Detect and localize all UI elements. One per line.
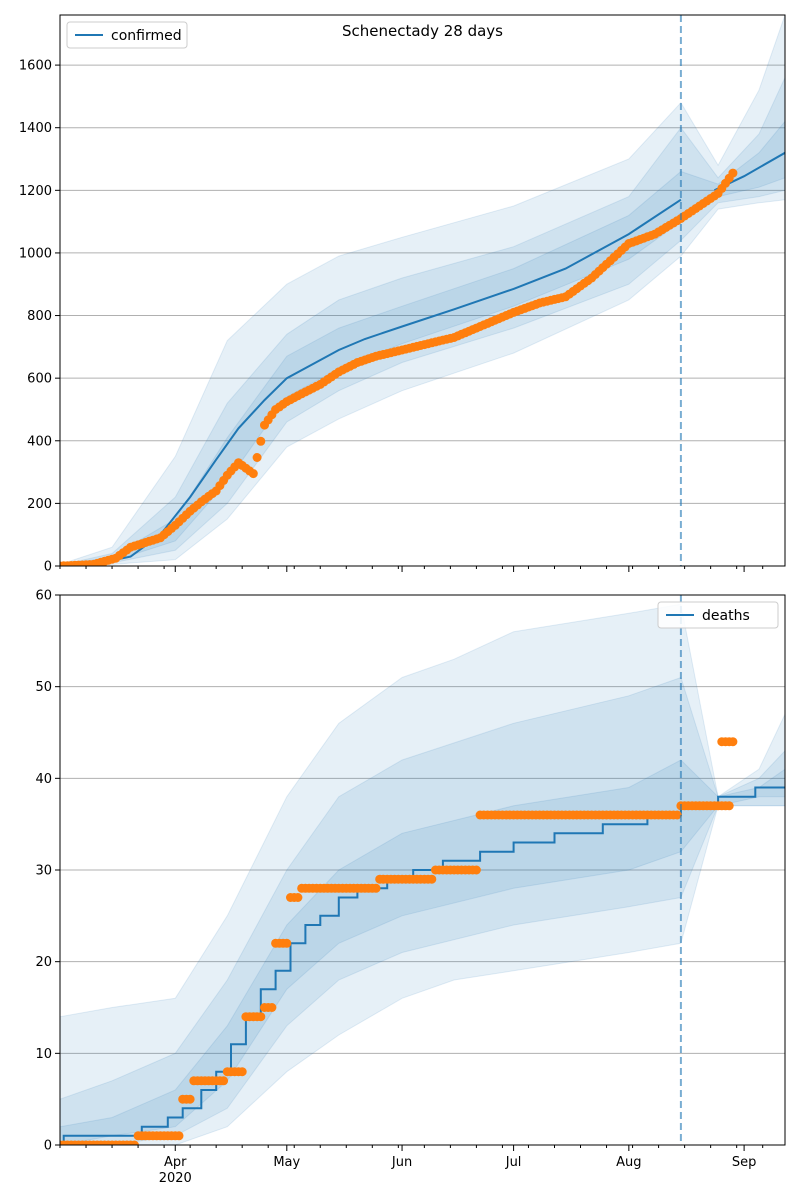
chart-1-band-inner [60,759,785,1145]
chart-1-ytick-label: 10 [35,1047,52,1062]
chart-1-point [672,810,682,820]
chart-0-ytick-label: 400 [27,434,52,449]
chart-0-axes-frame [59,14,786,567]
chart-1-point [293,893,303,902]
chart-1-xtick-label: Jul [505,1155,522,1170]
chart-1-xtick-label: May [273,1155,300,1170]
chart-0-ytick-label: 200 [27,497,52,512]
chart-1-point [267,1003,277,1012]
chart-1-point [427,874,437,884]
chart-1-legend: deaths [657,601,779,629]
chart-0-legend-label: confirmed [111,28,182,44]
chart-1-ytick-label: 40 [35,772,52,787]
chart-1-series-deaths-line [60,786,785,1145]
chart-1-point [471,865,481,875]
chart-0-legend: confirmed [66,21,188,49]
chart-1-xtick-label: Sep [732,1155,757,1170]
chart-1-band-outer [60,603,785,1145]
chart-1-ytick-label: 20 [35,955,52,970]
chart-0-band-outer [60,15,785,566]
chart-0-band-middle [60,77,785,566]
chart-0-point [256,436,266,446]
chart-0-point [248,469,258,479]
chart-0-band-inner [60,120,785,566]
chart-0-ytick-label: 800 [27,309,52,324]
chart-1-point [724,801,734,811]
chart-0-legend-box [66,21,188,49]
chart-0-plot-area [60,15,785,566]
chart-1-xtick-label: Aug [616,1155,641,1170]
chart-1-point [728,737,738,747]
chart-0-ytick-label: 1400 [19,121,52,136]
chart-1-point [371,883,381,893]
chart-0-title: Schenectady 28 days [342,22,503,40]
chart-1-legend-label: deaths [702,608,750,624]
confirmed-panel: 0 200 400 600 800 1000 1200 1400 1600 Schenectady… [19,14,786,575]
chart-1-point [237,1067,247,1077]
chart-0-ytick-label: 0 [44,560,52,575]
chart-1-band-middle [60,676,785,1145]
chart-1-xtick-sublabel: 2020 [159,1171,192,1186]
chart-0-ytick-label: 600 [27,372,52,387]
chart-0-point [252,453,262,462]
chart-1-point [129,1140,139,1145]
chart-1-ytick-label: 60 [35,589,52,604]
chart-1-xtick-label: Jun [391,1155,412,1170]
chart-1-ytick-label: 30 [35,864,52,879]
chart-1-xtick-label: Apr [164,1155,187,1170]
chart-1-point [256,1012,266,1022]
chart-1-point [174,1131,184,1141]
chart-1-legend-box [657,601,779,629]
chart-1-point [185,1094,195,1104]
chart-1-plot-area [60,603,785,1145]
chart-1-ytick-label: 50 [35,680,52,695]
chart-0-ytick-label: 1200 [19,184,52,199]
chart-0-point [728,168,738,178]
chart-1-point [282,938,292,948]
chart-1-point [219,1076,229,1086]
chart-0-ytick-label: 1000 [19,246,52,261]
chart-1-ytick-label: 0 [44,1139,52,1154]
chart-0-ytick-label: 1600 [19,59,52,74]
